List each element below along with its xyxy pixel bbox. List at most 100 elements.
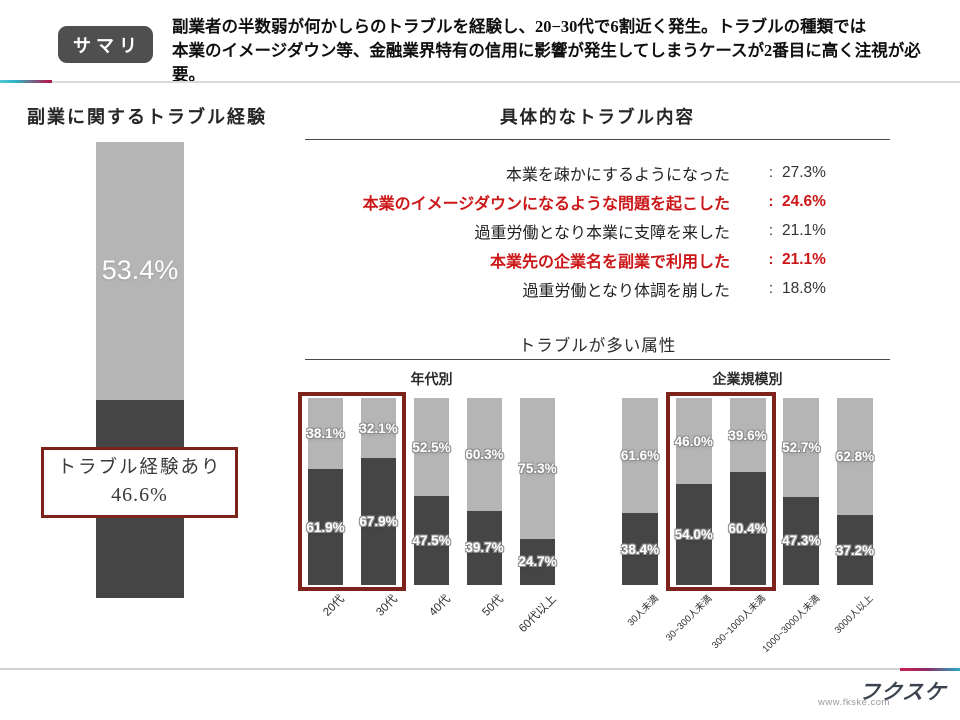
trouble-separator: : [768,193,774,210]
trouble-experience-box: トラブル経験あり 46.6% [41,447,238,518]
bar-value-label: 52.5% [412,439,451,455]
trouble-label: 過重労働となり本業に支障を来した [474,224,730,242]
trouble-row: 過重労働となり本業に支障を来した:21.1% [300,216,885,245]
trouble-row: 過重労働となり体調を崩した:18.8% [300,274,885,303]
axis-label: 50代 [480,593,507,619]
bar-segment-dark: 67.9% [359,458,398,585]
bar-segment-dark: 39.7% [465,510,504,585]
bar-value-label: 61.6% [620,448,660,464]
header-divider [52,81,960,83]
axis-label: 30代 [374,593,401,619]
divider-line-detail [305,139,890,140]
bar-value-label: 47.3% [782,533,821,549]
stacked-bar: 52.7% 47.3% [782,398,821,585]
stacked-bar: 46.0% 54.0% [674,398,713,585]
axis-label: 30~300人未満 [664,593,715,644]
bar-segment-gray: 46.0% [674,398,713,485]
summary-text: 副業者の半数弱が何かしらのトラブルを経験し、20−30代で6割近く発生。トラブル… [172,15,952,87]
trouble-list: 本業を疎かにするようになった:27.3% 本業のイメージダウンになるような問題を起… [300,158,885,303]
trouble-label: 本業を疎かにするようになった [505,166,730,184]
bar-value-label: 75.3% [518,460,557,476]
summary-line-1: 副業者の半数弱が何かしらのトラブルを経験し、20−30代で6割近く発生。トラブル… [172,17,867,36]
bar-segment-gray: 52.5% [412,398,451,497]
trouble-value: 21.1% [782,250,826,268]
company-size-bar-group: 61.6% 38.4% 30人未満 46.0% 54.0% 30~300人未満 39.6% 6… [620,392,876,660]
bar-value-label: 38.1% [306,426,345,442]
summary-badge: サマリ [58,26,153,63]
bar-value-label: 39.7% [465,540,504,556]
left-chart-title: 副業に関するトラブル経験 [27,107,267,127]
axis-label: 40代 [427,593,454,619]
trouble-value: 21.1% [782,221,826,239]
trouble-value: 18.8% [782,279,826,297]
bar-segment-dark: 60.4% [728,472,767,585]
bar-value-label: 54.0% [674,527,713,542]
bar-value-label: 52.7% [782,439,821,455]
trouble-value: 24.6% [782,192,826,210]
axis-label: 60代以上 [517,593,560,636]
bar-segment-gray: 38.1% [306,398,345,470]
stacked-bar: 62.8% 37.2% [835,398,875,585]
axis-label: 30人未満 [625,593,661,629]
trouble-row: 本業を疎かにするようになった:27.3% [300,158,885,187]
stacked-bar: 60.3% 39.7% [465,398,504,585]
group-title-age: 年代別 [410,371,453,387]
footer-logo: フクスケ [856,681,952,704]
bar-segment-dark: 24.7% [518,538,557,585]
bar-value-label: 37.2% [835,542,875,558]
bar-value-label: 61.9% [306,519,345,535]
footer-divider [0,668,900,670]
trouble-row: 本業のイメージダウンになるような問題を起こした:24.6% [300,187,885,216]
bar-value-label: 46.0% [674,433,713,449]
bar-segment-dark: 38.4% [620,513,660,585]
trouble-separator: : [768,164,774,181]
trouble-detail-title: 具体的なトラブル内容 [500,107,695,127]
trouble-label: 本業のイメージダウンになるような問題を起こした [362,195,730,213]
bar-value-label: 38.4% [620,541,660,557]
bar-value-label: 67.9% [359,514,398,529]
bar-value-label: 39.6% [728,427,767,443]
stacked-bar: 39.6% 60.4% [728,398,767,585]
bar-segment-no-trouble: 53.4% [96,142,184,400]
bar-segment-gray: 32.1% [359,398,398,459]
bar-value-label: 24.7% [518,554,557,570]
bar-segment-gray: 62.8% [835,398,875,516]
group-title-company-size: 企業規模別 [712,371,783,387]
trouble-row: 本業先の企業名を副業で利用した:21.1% [300,245,885,274]
trouble-experience-percent: 46.6% [111,484,168,507]
bar-value-label: 60.4% [728,521,767,537]
footer-url: www.fkske.com [818,697,890,708]
trouble-value: 27.3% [782,163,826,181]
trouble-label: 過重労働となり体調を崩した [522,282,730,300]
age-bar-group: 38.1% 61.9% 20代 32.1% 67.9% 30代 52.5% 47.5% 40代 6… [298,392,559,660]
divider-line-attributes [305,359,890,360]
bar-value-label: 60.3% [465,446,504,462]
bar-value-label: 62.8% [835,449,875,465]
bar-segment-dark: 47.5% [412,496,451,585]
bar-segment-gray: 52.7% [782,398,821,497]
bar-segment-gray: 75.3% [518,398,557,539]
bar-value-label: 47.5% [412,533,451,549]
axis-label: 20代 [321,593,348,619]
axis-label: 3000人以上 [833,593,876,637]
footer-accent-line [900,667,960,671]
trouble-separator: : [768,280,774,297]
trouble-separator: : [768,222,774,239]
experience-stacked-bar: 53.4% [96,142,184,598]
no-trouble-percent-label: 53.4% [101,255,179,286]
bar-segment-gray: 61.6% [620,398,660,514]
bar-segment-dark: 54.0% [674,484,713,585]
trouble-experience-label: トラブル経験あり [57,457,222,478]
stacked-bar: 38.1% 61.9% [306,398,345,585]
stacked-bar: 32.1% 67.9% [359,398,398,585]
header-accent-line [0,80,52,83]
bar-segment-dark: 47.3% [782,496,821,585]
bar-value-label: 32.1% [359,420,398,436]
bar-segment-dark: 61.9% [306,469,345,585]
bar-segment-dark: 37.2% [835,515,875,585]
trouble-separator: : [768,251,774,268]
bar-segment-gray: 60.3% [465,398,504,511]
stacked-bar: 52.5% 47.5% [412,398,451,585]
trouble-label: 本業先の企業名を副業で利用した [489,253,730,271]
